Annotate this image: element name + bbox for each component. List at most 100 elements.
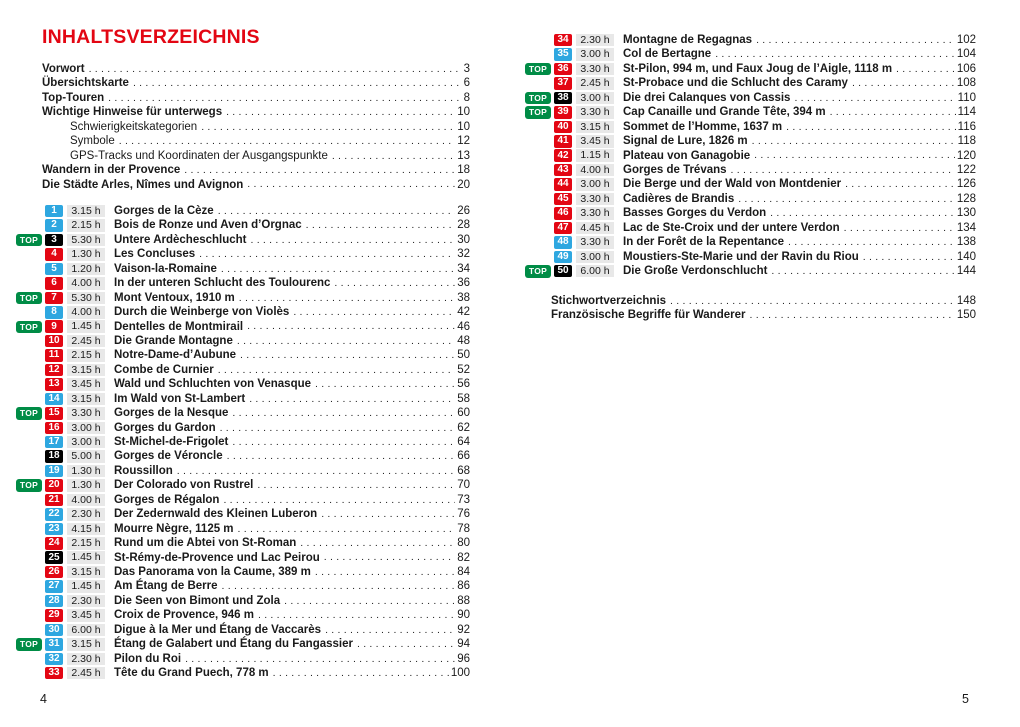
tour-row: 35 3.00 h Col de Bertagne 104	[551, 47, 976, 61]
leader-dots	[284, 595, 455, 609]
tour-row: 30 6.00 h Digue à la Mer und Étang de Vacc…	[42, 623, 470, 637]
tour-title: St-Michel-de-Frigolet	[114, 436, 229, 448]
tour-number-badge: 48	[554, 236, 572, 249]
tour-title: In der Forêt de la Repentance	[623, 236, 785, 249]
tour-row: 47 4.45 h Lac de Ste-Croix und der untere …	[551, 221, 976, 235]
tour-duration: 1.30 h	[67, 248, 105, 261]
tour-title: Basses Gorges du Verdon	[623, 207, 767, 220]
tour-row: 34 2.30 h Montagne de Regagnas 102	[551, 33, 976, 47]
tour-row: 24 2.15 h Rund um die Abtei von St-Roman 80	[42, 536, 470, 550]
tour-duration: 2.15 h	[67, 219, 105, 232]
toc-entry-page-number: 18	[457, 164, 470, 177]
tour-page-number: 96	[457, 652, 470, 665]
toc-entry-page-number: 12	[457, 135, 470, 148]
leader-dots	[184, 164, 455, 178]
tour-duration: 1.20 h	[67, 262, 105, 276]
tour-duration: 3.45 h	[67, 378, 105, 391]
tour-number-badge: 33	[45, 666, 63, 680]
leader-dots	[218, 364, 456, 378]
tour-number-badge: 34	[554, 33, 572, 47]
toc-entry-page-number: 148	[956, 295, 976, 307]
tour-title: Dentelles de Montmirail	[114, 320, 244, 333]
leader-dots	[300, 537, 455, 551]
tour-row: TOP 38 3.00 h Die drei Calanques von Cassis…	[525, 91, 976, 106]
tour-duration: 1.30 h	[67, 464, 105, 478]
leader-dots	[249, 393, 455, 407]
leader-dots	[247, 178, 455, 192]
tour-title: Étang de Galabert und Étang du Fangassie…	[114, 638, 353, 651]
tour-duration: 4.00 h	[67, 306, 105, 319]
tour-page-number: 48	[457, 334, 470, 347]
leader-dots	[670, 295, 955, 309]
leader-dots	[258, 609, 455, 623]
tour-number-badge: 36	[554, 62, 572, 76]
top-tour-badge: TOP	[16, 407, 42, 420]
tour-row: 19 1.30 h Roussillon 68	[42, 464, 470, 478]
tour-duration: 4.00 h	[67, 277, 105, 290]
tour-number-badge: 13	[45, 378, 63, 391]
tour-title: Lac de Ste-Croix und der untere Verdon	[623, 221, 840, 234]
leader-dots	[220, 422, 456, 436]
tour-duration: 3.30 h	[576, 106, 614, 119]
tour-duration: 2.45 h	[67, 334, 105, 348]
toc-entry: Wichtige Hinweise für unterwegs 10	[42, 105, 470, 119]
toc-entry-label: Top-Touren	[42, 91, 105, 104]
tour-row: 40 3.15 h Sommet de l’Homme, 1637 m 116	[551, 120, 976, 134]
tour-title: Plateau von Ganagobie	[623, 149, 751, 162]
leader-dots	[321, 508, 455, 522]
tour-duration: 3.00 h	[67, 421, 105, 435]
tour-page-number: 38	[457, 291, 470, 304]
tour-number-badge: 40	[554, 120, 572, 134]
tour-page-number: 50	[457, 349, 470, 362]
leader-dots	[324, 551, 455, 565]
tour-title: Cadières de Brandis	[623, 192, 735, 205]
tour-duration: 3.30 h	[576, 62, 614, 76]
tour-page-number: 60	[457, 407, 470, 420]
tour-number-badge: 49	[554, 250, 572, 264]
tour-row: 14 3.15 h Im Wald von St-Lambert 58	[42, 392, 470, 406]
tour-row: 28 2.30 h Die Seen von Bimont und Zola 88	[42, 594, 470, 608]
leader-dots	[752, 135, 956, 149]
tour-page-number: 106	[956, 62, 976, 75]
tour-row: 27 1.45 h Am Étang de Berre 86	[42, 579, 470, 593]
page-title: INHALTSVERZEICHNIS	[42, 26, 260, 48]
tour-row: 5 1.20 h Vaison-la-Romaine 34	[42, 262, 470, 276]
tour-title: Die Große Verdonschlucht	[623, 265, 768, 277]
leader-dots	[257, 479, 455, 493]
tour-number-badge: 2	[45, 219, 63, 232]
tour-title: Die Seen von Bimont und Zola	[114, 594, 281, 607]
tour-title: Untere Ardècheschlucht	[114, 233, 247, 246]
tour-title: Roussillon	[114, 464, 173, 477]
tour-row: TOP 39 3.30 h Cap Canaille und Grande Tête,…	[525, 105, 976, 120]
tour-number-badge: 9	[45, 320, 63, 333]
tour-page-number: 144	[956, 265, 976, 277]
tour-page-number: 126	[956, 178, 976, 191]
tour-title: Montagne de Regagnas	[623, 34, 753, 46]
tour-page-number: 130	[956, 207, 976, 220]
tour-page-number: 116	[957, 120, 976, 133]
tour-page-number: 110	[957, 91, 976, 104]
tour-title: Bois de Ronze und Aven d’Orgnac	[114, 219, 302, 232]
leader-dots	[201, 121, 455, 135]
leader-dots	[108, 92, 461, 106]
tour-duration: 3.30 h	[576, 236, 614, 249]
tour-number-badge: 32	[45, 652, 63, 666]
leader-dots	[830, 106, 956, 120]
toc-entry-label: Wichtige Hinweise für unterwegs	[42, 106, 223, 119]
leader-dots	[794, 92, 955, 106]
tour-page-number: 26	[457, 205, 470, 217]
tour-title: Durch die Weinberge von Violès	[114, 306, 290, 319]
tour-number-badge: 43	[554, 163, 572, 177]
leader-dots	[325, 624, 455, 638]
leader-dots	[221, 263, 455, 277]
tour-row: 45 3.30 h Cadières de Brandis 128	[551, 192, 976, 206]
leader-dots	[770, 207, 955, 221]
tour-page-number: 64	[457, 436, 470, 448]
tour-title: Der Colorado von Rustrel	[114, 479, 254, 492]
top-tour-badge: TOP	[525, 91, 551, 105]
tour-title: St-Pilon, 994 m, und Faux Joug de l’Aigl…	[623, 62, 893, 75]
tour-page-number: 108	[956, 77, 976, 90]
toc-entry-label: Schwierigkeitskategorien	[70, 120, 198, 133]
